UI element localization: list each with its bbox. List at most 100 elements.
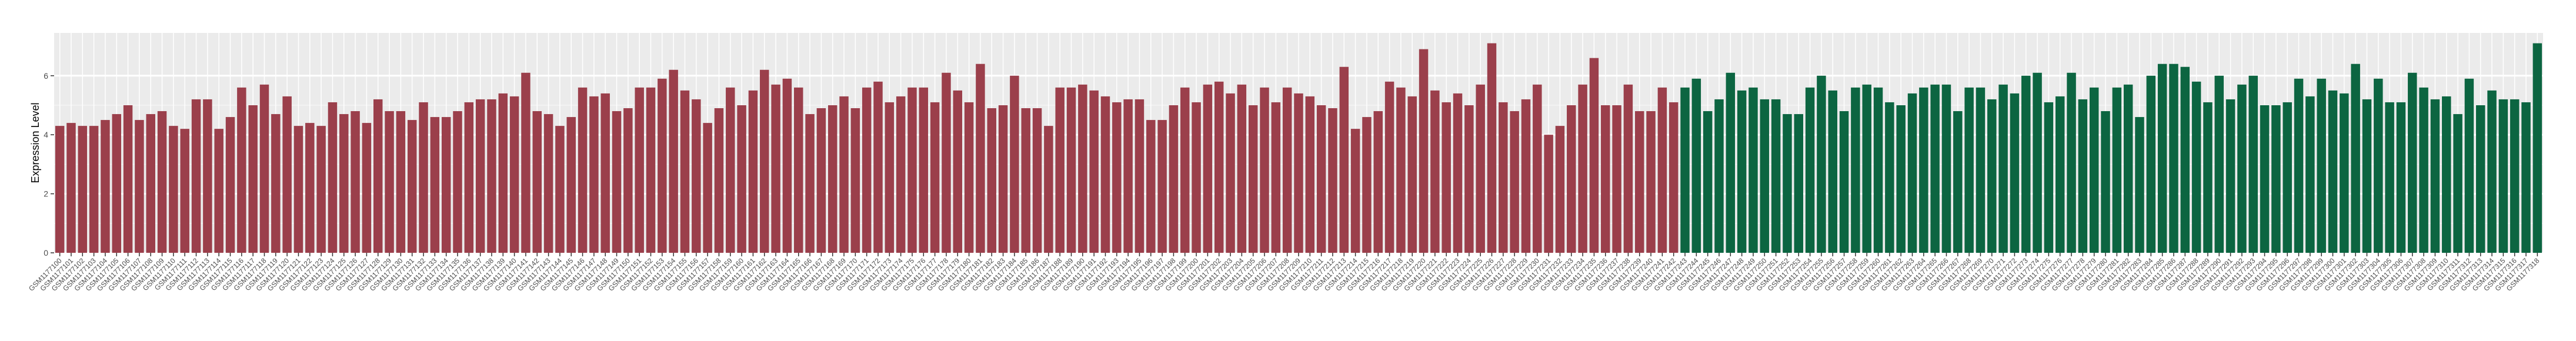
bar	[600, 93, 610, 253]
bar	[487, 99, 496, 253]
bar	[169, 126, 178, 253]
bar	[2123, 84, 2133, 253]
bar	[1953, 111, 1963, 253]
bar	[2260, 105, 2270, 253]
bar	[407, 120, 417, 253]
bar	[1089, 90, 1099, 253]
bar	[135, 120, 144, 253]
bar	[2419, 87, 2428, 253]
bar	[2396, 102, 2406, 253]
bar	[1669, 102, 1679, 253]
bar	[1578, 84, 1587, 253]
bar	[1134, 99, 1144, 253]
bar	[1521, 99, 1531, 253]
bar	[509, 96, 519, 253]
bar	[1214, 81, 1224, 253]
bar	[78, 126, 88, 253]
bar	[112, 114, 122, 253]
bar	[885, 102, 895, 253]
bar	[1339, 66, 1349, 253]
bar	[305, 123, 315, 253]
bar	[942, 72, 951, 253]
bar	[1839, 111, 1849, 253]
bar	[998, 105, 1008, 253]
bar	[1032, 108, 1042, 253]
bar	[191, 99, 201, 253]
bar	[532, 111, 542, 253]
bar	[1100, 96, 1110, 253]
y-tick-label: 2	[44, 189, 48, 199]
bar	[1407, 96, 1417, 253]
bar	[1487, 43, 1497, 253]
bar	[589, 96, 599, 253]
bar	[658, 78, 667, 253]
bar	[1589, 58, 1599, 253]
bar	[816, 108, 826, 253]
bar	[339, 114, 349, 253]
bar	[2532, 43, 2542, 253]
bar	[1476, 84, 1485, 253]
bar	[1294, 93, 1303, 253]
bar	[1714, 99, 1724, 253]
bar	[475, 99, 485, 253]
bar	[1760, 99, 1770, 253]
bar	[1998, 84, 2008, 253]
bar	[2442, 96, 2451, 253]
bar	[203, 99, 212, 253]
bar	[259, 84, 269, 253]
bar	[782, 78, 792, 253]
bar	[1305, 96, 1315, 253]
bar	[237, 87, 246, 253]
bar	[2408, 72, 2417, 253]
bar	[328, 102, 338, 253]
bar	[2146, 75, 2156, 253]
bar	[1533, 84, 1542, 253]
bar	[2453, 114, 2462, 253]
bar	[2067, 72, 2076, 253]
bar	[1464, 105, 1474, 253]
bar	[555, 126, 565, 253]
bar	[2328, 90, 2338, 253]
bar	[1260, 87, 1269, 253]
bar	[1078, 84, 1087, 253]
y-tick-label: 4	[44, 130, 48, 139]
bar	[760, 69, 769, 253]
bar	[2089, 87, 2099, 253]
bar	[714, 108, 724, 253]
bar	[1817, 75, 1826, 253]
bar	[2135, 117, 2144, 253]
bar	[805, 114, 815, 253]
bar	[1601, 105, 1610, 253]
bar	[1384, 81, 1394, 253]
bar	[1612, 105, 1621, 253]
bar	[896, 96, 906, 253]
bar	[2521, 102, 2531, 253]
bar	[2362, 99, 2372, 253]
bar	[2101, 111, 2110, 253]
bar	[1657, 87, 1667, 253]
bar	[2385, 102, 2394, 253]
bar	[2169, 63, 2178, 253]
bar	[1623, 84, 1633, 253]
bar	[2248, 75, 2258, 253]
bar	[419, 102, 428, 253]
bar	[1964, 87, 1974, 253]
bar	[2237, 84, 2247, 253]
bar	[1192, 102, 1201, 253]
bar	[2487, 90, 2497, 253]
bar	[1328, 108, 1337, 253]
bar	[2021, 75, 2031, 253]
bar	[1044, 126, 1053, 253]
y-tick-label: 6	[44, 71, 48, 81]
bar	[362, 123, 372, 253]
bar	[907, 87, 917, 253]
bar	[839, 96, 849, 253]
bar	[2305, 96, 2315, 253]
bar	[566, 117, 576, 253]
bar	[1146, 120, 1156, 253]
bar	[953, 90, 963, 253]
bar	[680, 90, 690, 253]
bar	[703, 123, 712, 253]
bar	[1941, 84, 1951, 253]
y-axis-label: Expression Level	[29, 102, 41, 183]
